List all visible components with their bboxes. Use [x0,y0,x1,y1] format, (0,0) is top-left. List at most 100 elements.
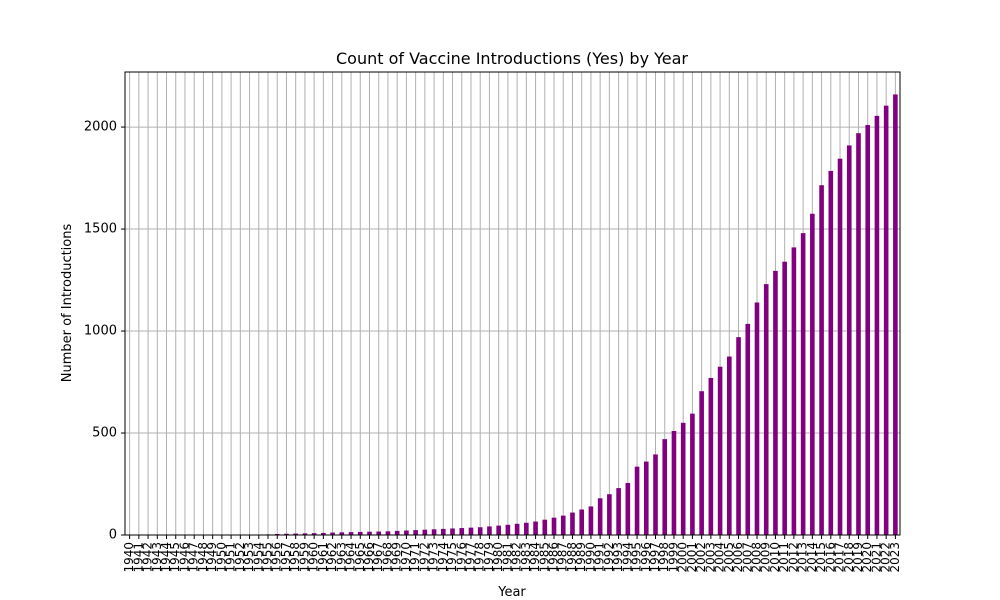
bar [477,527,483,535]
bar [284,533,289,535]
bar [800,233,806,536]
bar [339,532,345,535]
bar [754,302,760,535]
bar [736,337,741,535]
bar [293,533,298,535]
bar [321,532,326,535]
x-tick-label: 2002 [694,542,708,573]
x-tick-label: 2003 [703,542,717,573]
bar [348,532,354,535]
x-tick-label: 2001 [685,542,699,573]
x-tick-label: 1981 [500,542,514,573]
x-tick-label: 1957 [279,542,293,573]
bar [883,105,889,536]
x-tick-label: 1956 [270,542,284,573]
x-tick-label: 1997 [648,542,662,573]
x-tick-label: 1978 [473,542,487,573]
x-tick-label: 1985 [537,542,551,573]
bar [376,531,382,535]
bar [570,512,575,535]
x-tick-label: 1965 [353,542,367,573]
x-tick-label: 1961 [316,542,330,573]
x-tick-label: 1962 [325,542,339,573]
bar [893,94,898,535]
x-tick-label: 2023 [888,542,902,573]
bar [773,270,778,535]
bar [357,531,363,535]
x-tick-label: 1995 [630,542,644,573]
x-tick-label: 1982 [510,542,524,573]
x-tick-label: 1941 [131,542,145,573]
y-axis: 0 500 1000 1500 2000 [84,120,125,543]
x-tick-label: 1990 [583,542,597,573]
bar [625,482,631,535]
bar [837,158,843,535]
x-tick-label: 1955 [261,542,275,573]
x-tick-label: 1993 [611,542,625,573]
bar [459,528,465,535]
x-tick-label: 1948 [196,542,210,573]
bar [468,527,474,535]
bars [127,94,898,536]
bar [542,519,548,535]
x-tick-label: 1973 [427,542,441,573]
x-tick-label: 2016 [823,542,837,573]
x-tick-label: 2013 [796,542,810,573]
bar [690,413,695,535]
bar [791,247,797,535]
bar [607,494,612,535]
x-tick-label: 1979 [482,542,496,573]
y-tick-label: 1500 [84,222,117,237]
bar [699,391,704,535]
x-axis-label: Year [497,585,526,600]
bar [865,125,871,536]
x-tick-label: 1971 [408,542,422,573]
bar [533,521,538,535]
bar [394,530,400,535]
bar [302,533,308,535]
chart-title: Count of Vaccine Introductions (Yes) by … [336,49,688,68]
bar [763,284,769,535]
bar [385,531,391,535]
bar [496,525,501,535]
bar [828,170,834,535]
bar [671,430,677,535]
x-tick-label: 2010 [768,542,782,573]
bar [311,533,317,535]
x-tick-label: 1983 [519,542,533,573]
x-tick-label: 1963 [334,542,348,573]
x-tick-label: 1972 [417,542,431,573]
x-tick-label: 2008 [749,542,763,573]
x-tick-label: 1984 [528,542,542,573]
x-tick-label: 1949 [205,542,219,573]
bar [422,529,428,535]
x-tick-label: 1951 [224,542,238,573]
x-tick-label: 1947 [187,542,201,573]
y-tick-label: 1000 [84,324,117,339]
x-tick-label: 1988 [565,542,579,573]
x-tick-label: 1975 [445,542,459,573]
x-tick-label: 1943 [150,542,164,573]
x-tick-label: 1996 [639,542,653,573]
x-tick-label: 2021 [869,542,883,573]
bar [653,454,658,535]
bar [367,531,372,535]
bar [727,356,732,535]
x-tick-label: 1994 [620,542,634,573]
x-tick-label: 1989 [574,542,588,573]
x-axis: 1940194119421943194419451946194719481949… [122,535,902,573]
bar [551,517,557,535]
x-tick-label: 1998 [657,542,671,573]
bar [616,488,621,535]
x-tick-label: 2005 [722,542,736,573]
bar [643,461,649,535]
x-tick-label: 1958 [288,542,302,573]
x-tick-label: 2009 [759,542,773,573]
bar [708,377,714,535]
bar [579,509,585,535]
bar [514,523,520,535]
x-tick-label: 1952 [233,542,247,573]
x-tick-label: 1977 [463,542,477,573]
x-tick-label: 1960 [307,542,321,573]
